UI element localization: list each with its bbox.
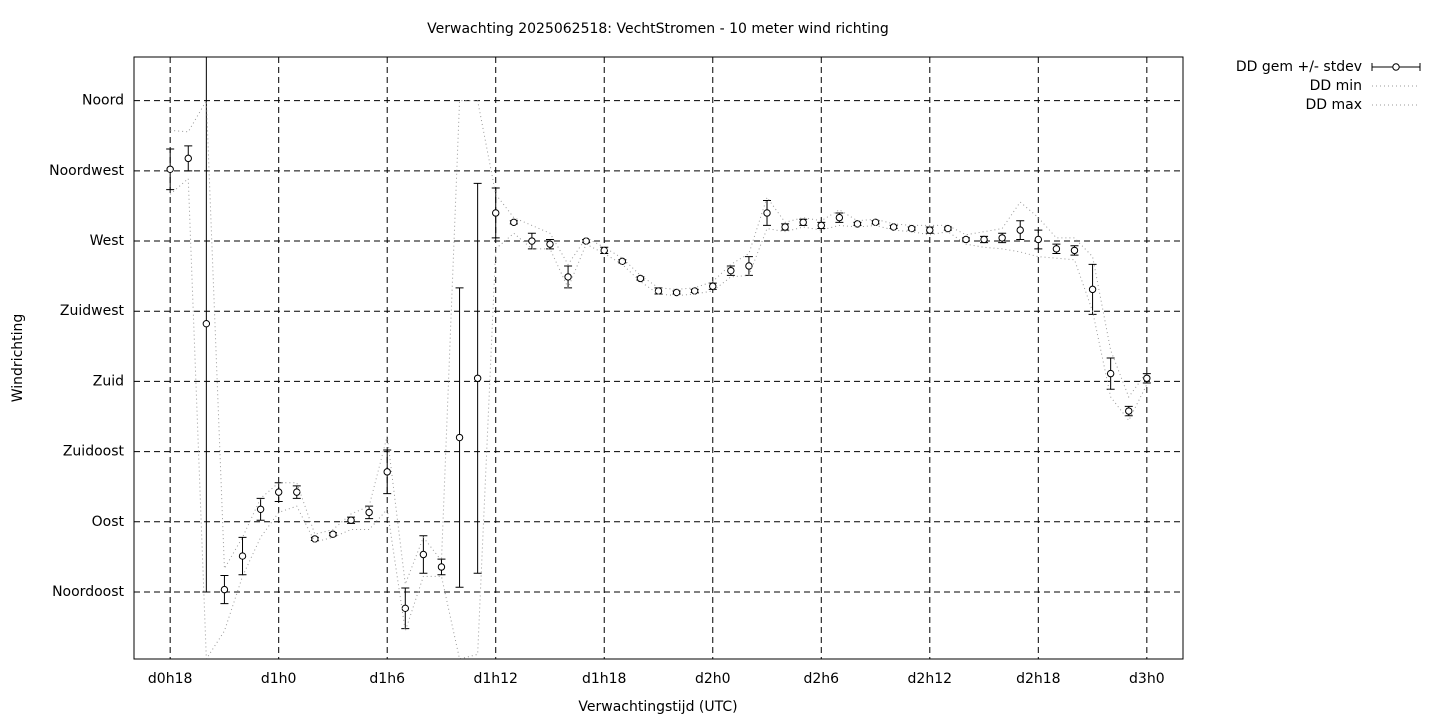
data-point (781, 223, 789, 231)
data-point (709, 282, 717, 290)
data-point (998, 234, 1006, 242)
data-point (220, 585, 229, 594)
data-point (980, 235, 988, 244)
y-tick-label: West (90, 233, 125, 249)
data-point (926, 226, 934, 234)
data-point (546, 240, 554, 248)
data-point (1052, 245, 1061, 253)
data-point (1034, 235, 1043, 244)
x-tick-label: d1h18 (582, 671, 626, 687)
data-point (365, 508, 373, 517)
y-tick-label: Noordoost (52, 584, 124, 600)
data-point (618, 257, 627, 266)
chart-title: Verwachting 2025062518: VechtStromen - 1… (427, 21, 889, 37)
x-tick-label: d1h6 (369, 671, 405, 687)
data-point (600, 246, 608, 255)
data-point (636, 274, 645, 283)
data-point (1143, 374, 1151, 382)
data-point (799, 218, 807, 227)
data-point (817, 221, 825, 230)
data-point (908, 224, 916, 233)
data-point (347, 516, 355, 524)
data-point (184, 154, 192, 163)
data-point (401, 604, 409, 613)
data-point (1125, 407, 1133, 415)
y-tick-label: Zuidwest (60, 303, 125, 319)
grid (134, 57, 1183, 659)
data-point (437, 563, 446, 571)
data-point (166, 165, 174, 173)
y-axis-label: Windrichting (10, 314, 26, 403)
x-tick-label: d1h12 (473, 671, 517, 687)
y-tick-label: Noord (82, 93, 124, 109)
data-point (1088, 285, 1097, 294)
data-point (853, 220, 862, 228)
data-point (654, 287, 663, 295)
data-point (329, 530, 337, 538)
data-point (564, 273, 572, 281)
data-point (835, 213, 844, 222)
data-point (763, 209, 771, 217)
legend-swatch (1392, 63, 1400, 71)
x-tick-label: d2h18 (1016, 671, 1060, 687)
plot-frame (133, 56, 1184, 660)
data-point (1016, 226, 1024, 234)
data-point (944, 224, 952, 233)
plot-area (166, 57, 1151, 659)
data-point (1070, 246, 1079, 255)
data-point (293, 488, 301, 496)
data-point (690, 287, 699, 295)
y-tick-label: Zuid (93, 373, 124, 389)
data-point (745, 262, 753, 270)
data-point (311, 535, 319, 543)
data-point (238, 552, 247, 560)
data-point (528, 237, 536, 245)
legend-label: DD gem +/- stdev (1236, 59, 1362, 75)
x-tick-label: d2h6 (803, 671, 839, 687)
x-tick-label: d0h18 (148, 671, 192, 687)
data-point (274, 488, 283, 496)
x-tick-label: d3h0 (1129, 671, 1165, 687)
data-point (383, 468, 391, 476)
y-tick-label: Noordwest (49, 163, 124, 179)
data-point (510, 218, 518, 227)
legend-label: DD max (1305, 97, 1362, 113)
x-tick-label: d2h0 (695, 671, 731, 687)
data-point (473, 374, 482, 382)
x-tick-label: d1h0 (261, 671, 297, 687)
data-point (962, 235, 970, 244)
x-axis-label: Verwachtingstijd (UTC) (578, 699, 737, 715)
data-point (1106, 369, 1115, 378)
y-tick-label: Oost (92, 514, 125, 530)
y-tick-label: Zuidoost (63, 444, 125, 460)
x-tick-label: d2h12 (908, 671, 952, 687)
data-point (256, 505, 265, 513)
data-point (455, 433, 464, 442)
data-point (672, 288, 681, 297)
series-line (170, 98, 1148, 585)
data-point (419, 550, 428, 559)
data-point (727, 266, 735, 275)
series-line (169, 177, 1148, 659)
data-point (202, 319, 211, 328)
data-point (492, 209, 500, 217)
legend-label: DD min (1310, 78, 1362, 94)
